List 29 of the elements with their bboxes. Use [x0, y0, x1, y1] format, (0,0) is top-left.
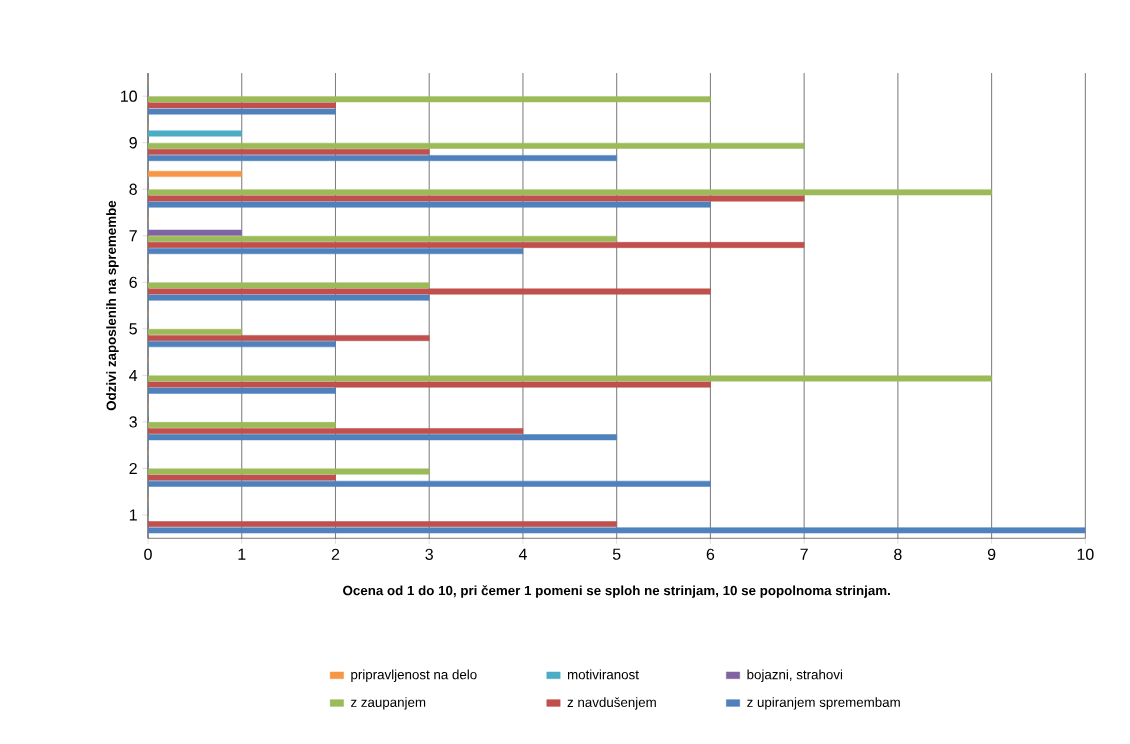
y-tick-label: 5 [129, 323, 137, 335]
legend-label: motiviranost [567, 669, 639, 680]
x-tick-label: 10 [1077, 548, 1094, 560]
x-tick-label: 9 [987, 548, 996, 560]
x-axis-title: Ocena od 1 do 10, pri čemer 1 pomeni se sploh ne strinjam, 10 se popolnoma strinjam. [343, 585, 890, 598]
legend-label: pripravljenost na delo [351, 669, 477, 682]
y-tick-label: 9 [129, 137, 137, 149]
x-tick-label: 6 [706, 548, 715, 560]
y-tick-label: 3 [129, 416, 137, 428]
y-tick-label: 10 [121, 90, 137, 102]
y-tick-label: 1 [129, 509, 137, 521]
x-tick-label: 2 [331, 548, 340, 560]
x-tick-label: 1 [238, 548, 246, 560]
legend-label: z zaupanjem [351, 697, 426, 710]
x-tick-label: 8 [894, 548, 902, 560]
x-tick-label: 5 [612, 548, 621, 560]
x-tick-label: 3 [425, 548, 433, 560]
x-tick-label: 7 [800, 548, 808, 560]
y-tick-label: 6 [129, 276, 137, 288]
y-tick-label: 7 [129, 230, 137, 242]
legend-label: bojazni, strahovi [747, 669, 843, 682]
legend-label: z upiranjem spremembam [747, 697, 900, 710]
legend-label: z navdušenjem [567, 697, 656, 710]
y-axis-title: Odzivi zaposlenih na spremembe [106, 200, 119, 411]
y-tick-label: 8 [129, 183, 137, 195]
y-tick-label: 2 [129, 462, 137, 475]
x-tick-label: 0 [144, 548, 152, 560]
y-tick-label: 4 [129, 369, 138, 381]
x-tick-label: 4 [518, 548, 527, 560]
